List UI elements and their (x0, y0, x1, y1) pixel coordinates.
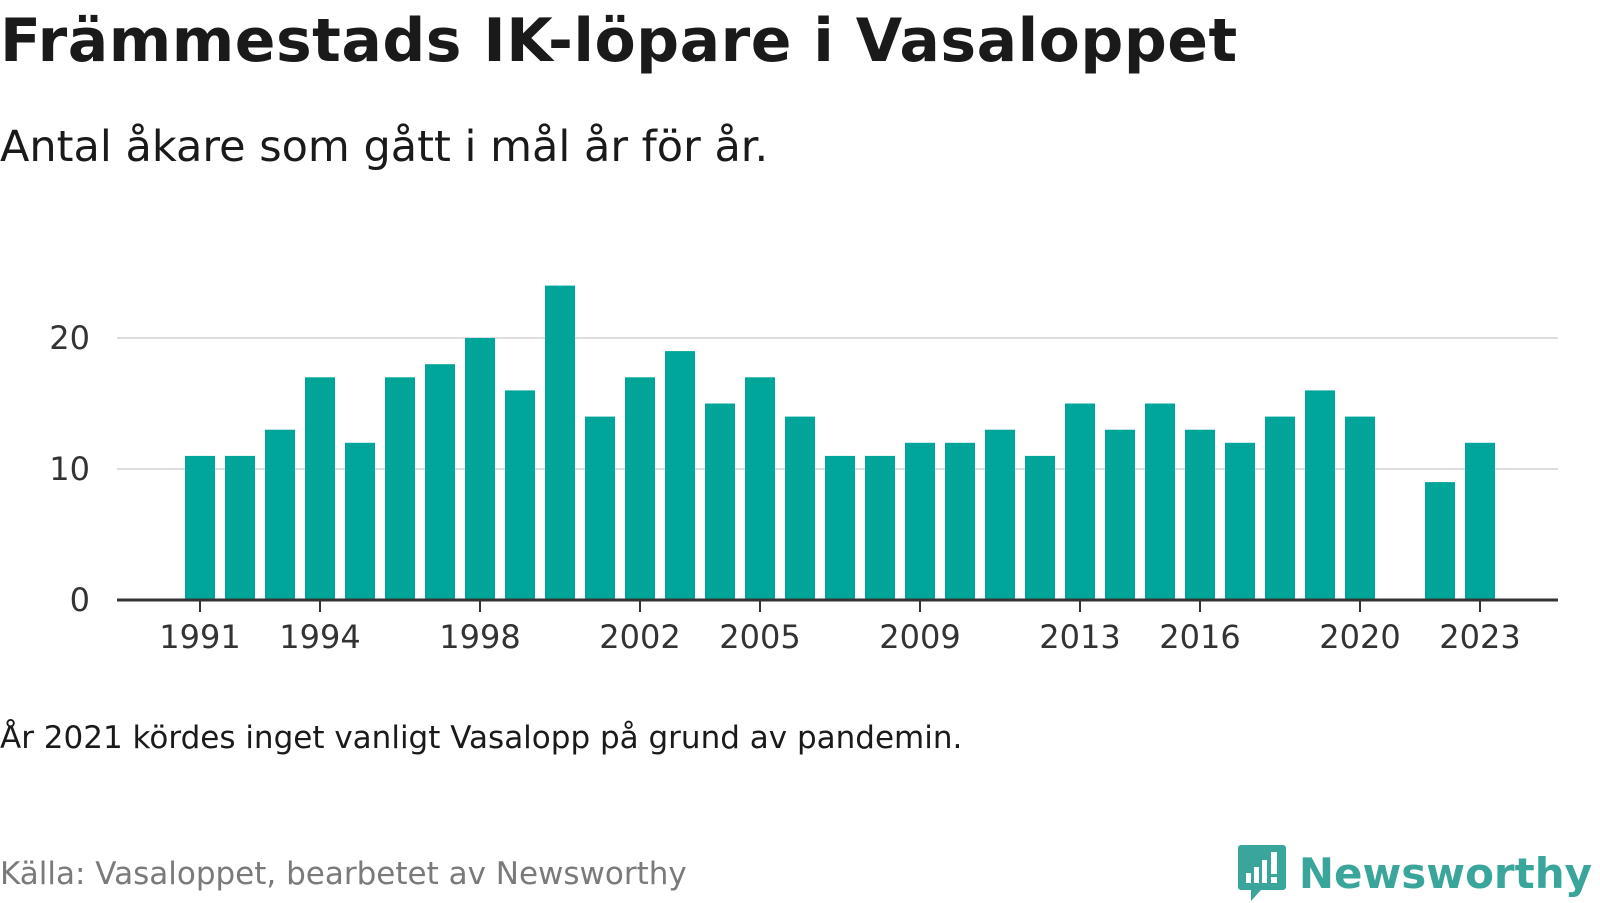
chart-subtitle: Antal åkare som gått i mål år för år. (0, 122, 769, 172)
bar-2000 (545, 285, 575, 600)
bar-2005 (745, 377, 775, 600)
bar-2020 (1345, 416, 1375, 600)
bar-1992 (225, 455, 255, 600)
axes: 0 10 20 1991 1994 1998 2002 2005 2009 2013 2016 202… (49, 319, 1558, 656)
bar-2023 (1465, 442, 1495, 600)
x-tick-label: 2013 (1039, 618, 1120, 656)
x-tick-label: 1998 (439, 618, 520, 656)
bar-2008 (865, 455, 895, 600)
x-tick-label: 1994 (279, 618, 360, 656)
bar-1991 (185, 455, 215, 600)
bar-1997 (425, 364, 455, 600)
bars (185, 285, 1495, 600)
bar-2009 (905, 442, 935, 600)
bar-chart: 0 10 20 1991 1994 1998 2002 2005 2009 2013 2016 202… (49, 285, 1558, 656)
bar-2012 (1025, 455, 1055, 600)
source-text: Källa: Vasaloppet, bearbetet av Newswort… (0, 856, 687, 892)
bar-1998 (465, 338, 495, 600)
footnote: År 2021 kördes inget vanligt Vasalopp på… (0, 720, 963, 756)
bar-1995 (345, 442, 375, 600)
newsworthy-logo-icon (1237, 845, 1286, 901)
bar-2003 (665, 351, 695, 600)
x-tick-label: 2020 (1319, 618, 1400, 656)
bar-2017 (1225, 442, 1255, 600)
bar-1994 (305, 377, 335, 600)
y-tick-label: 0 (70, 581, 90, 619)
y-tick-label: 10 (49, 450, 90, 488)
bar-2002 (625, 377, 655, 600)
bar-2018 (1265, 416, 1295, 600)
newsworthy-logo: Newsworthy (1237, 843, 1592, 903)
x-tick-label: 2023 (1439, 618, 1520, 656)
x-tick-label: 2005 (719, 618, 800, 656)
bar-2014 (1105, 429, 1135, 600)
logo-wordmark: Newsworthy (1298, 848, 1592, 898)
bar-2015 (1145, 403, 1175, 600)
bar-2001 (585, 416, 615, 600)
bar-2022 (1425, 482, 1455, 600)
x-tick-label: 1991 (159, 618, 240, 656)
bar-2019 (1305, 390, 1335, 600)
bar-1996 (385, 377, 415, 600)
bar-2004 (705, 403, 735, 600)
bar-2011 (985, 429, 1015, 600)
bar-2016 (1185, 429, 1215, 600)
bar-1999 (505, 390, 535, 600)
bar-2013 (1065, 403, 1095, 600)
bar-2010 (945, 442, 975, 600)
chart-title: Främmestads IK-löpare i Vasaloppet (0, 6, 1238, 76)
bar-1993 (265, 429, 295, 600)
y-tick-label: 20 (49, 319, 90, 357)
x-tick-label: 2009 (879, 618, 960, 656)
bar-2006 (785, 416, 815, 600)
bar-2007 (825, 455, 855, 600)
x-tick-label: 2002 (599, 618, 680, 656)
x-tick-label: 2016 (1159, 618, 1240, 656)
